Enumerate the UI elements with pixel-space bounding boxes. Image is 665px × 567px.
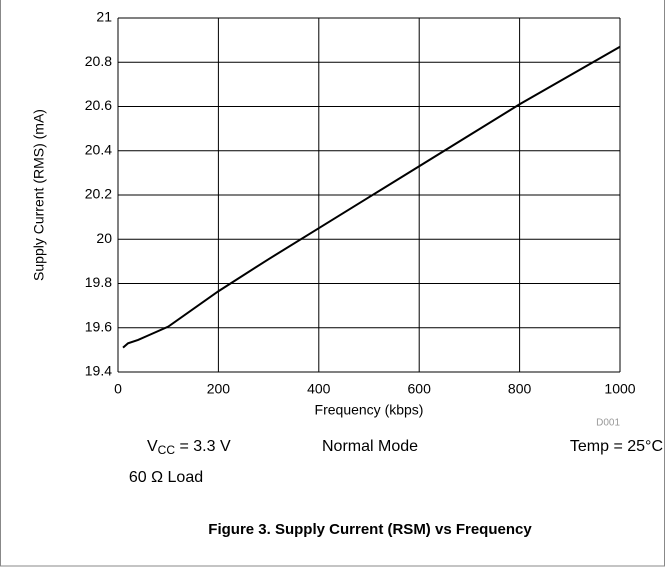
y-tick-label: 20 — [96, 230, 112, 246]
x-tick-label: 0 — [114, 381, 122, 397]
y-tick-label: 20.8 — [85, 53, 112, 69]
mode-condition: Normal Mode — [322, 438, 418, 455]
x-tick-label: 400 — [307, 381, 331, 397]
x-axis-label: Frequency (kbps) — [315, 402, 424, 418]
y-tick-label: 21 — [96, 9, 112, 25]
x-tick-label: 800 — [508, 381, 532, 397]
x-tick-label: 1000 — [604, 381, 635, 397]
vcc-value: = 3.3 V — [175, 438, 231, 455]
load-condition: 60 Ω Load — [129, 469, 203, 486]
vcc-symbol: V — [147, 438, 158, 455]
y-tick-label: 20.2 — [85, 186, 112, 202]
y-axis-label: Supply Current (RMS) (mA) — [31, 109, 47, 281]
x-tick-label: 200 — [207, 381, 231, 397]
vcc-subscript: CC — [158, 443, 176, 457]
y-tick-label: 20.4 — [85, 141, 112, 157]
vcc-condition: VCC = 3.3 V — [147, 438, 231, 457]
y-tick-label: 19.4 — [85, 363, 112, 379]
caption: Figure 3. Supply Current (RSM) vs Freque… — [208, 521, 532, 538]
x-tick-label: 600 — [408, 381, 432, 397]
y-tick-label: 19.6 — [85, 318, 112, 334]
y-tick-label: 20.6 — [85, 97, 112, 113]
figure-code: D001 — [596, 418, 620, 429]
data-line — [122, 45, 621, 349]
y-tick-label: 19.8 — [85, 274, 112, 290]
temp-condition: Temp = 25°C — [570, 438, 663, 455]
